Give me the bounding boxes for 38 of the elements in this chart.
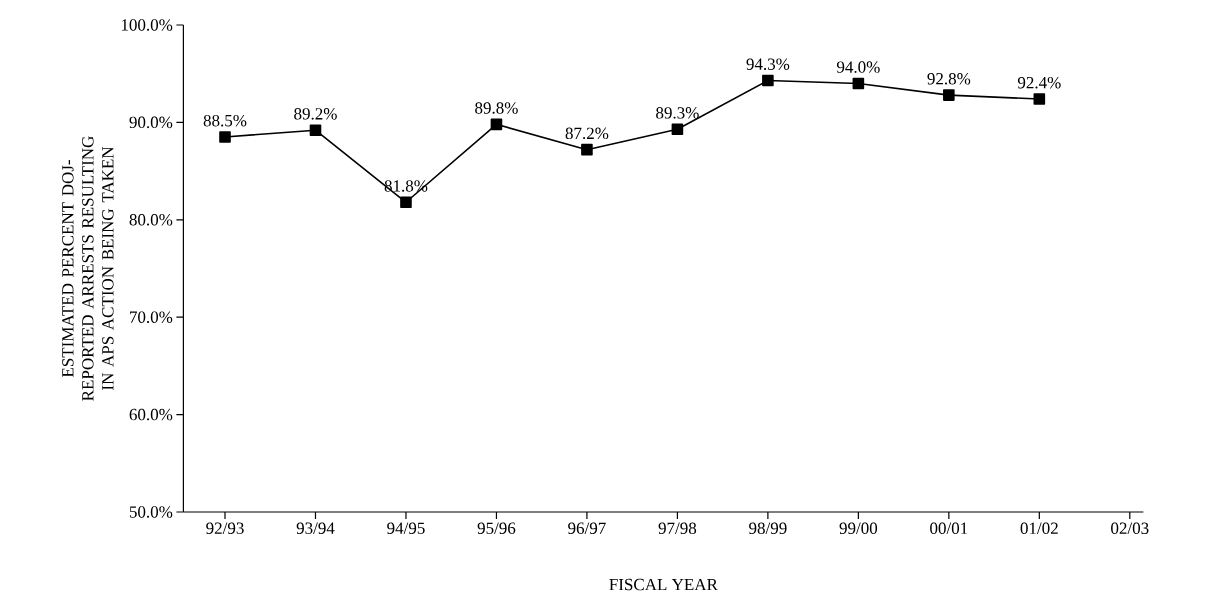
x-tick-label: 97/98 bbox=[658, 522, 697, 534]
data-label: 89.3% bbox=[656, 107, 699, 119]
y-tick-label: 50.0% bbox=[129, 506, 173, 518]
point bbox=[490, 118, 503, 131]
x-tick-label: 96/97 bbox=[568, 522, 606, 534]
point bbox=[581, 143, 593, 156]
point bbox=[1033, 93, 1046, 105]
x-tick-label: 94/95 bbox=[387, 522, 425, 534]
x-tick-label: 00/01 bbox=[930, 522, 968, 534]
x-tick-label: 98/99 bbox=[749, 522, 787, 534]
data-label: 89.8% bbox=[475, 102, 518, 114]
point bbox=[309, 124, 322, 136]
point bbox=[762, 74, 774, 87]
data-label: 94.0% bbox=[836, 61, 880, 73]
y-tick-label: 90.0% bbox=[129, 116, 173, 129]
y-axis-title: ESTIMATED PERCENT DOJ-REPORTED ARRESTS RESULTING IN APS ACTION BEING TAKEN bbox=[62, 136, 114, 401]
data-label: 92.4% bbox=[1017, 76, 1061, 89]
x-tick-label: 92/93 bbox=[206, 522, 244, 534]
data-label: 92.8% bbox=[927, 73, 971, 85]
data-label: 89.2% bbox=[294, 108, 337, 120]
x-axis-title: FISCAL YEAR bbox=[609, 578, 718, 591]
y-tick-label: 60.0% bbox=[129, 408, 173, 421]
y-tick-label: 80.0% bbox=[129, 214, 173, 226]
data-label: 88.5% bbox=[203, 114, 247, 127]
y-tick-label: 70.0% bbox=[130, 311, 173, 323]
y-tick-label: 100.0% bbox=[121, 19, 173, 31]
x-tick-label: 95/96 bbox=[477, 522, 516, 534]
point bbox=[400, 196, 412, 209]
point bbox=[943, 89, 955, 101]
data-label: 87.2% bbox=[565, 127, 609, 140]
x-tick-label: 99/00 bbox=[839, 522, 878, 534]
data-label: 94.3% bbox=[746, 58, 790, 70]
point bbox=[852, 77, 865, 90]
x-tick-label: 01/02 bbox=[1020, 522, 1058, 534]
point bbox=[671, 123, 684, 136]
x-tick-label: 93/94 bbox=[296, 522, 335, 534]
x-tick-label: 02/03 bbox=[1111, 522, 1149, 534]
point bbox=[219, 131, 231, 143]
